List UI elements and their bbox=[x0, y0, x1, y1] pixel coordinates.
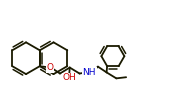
Text: OH: OH bbox=[62, 73, 76, 82]
Text: O: O bbox=[47, 63, 54, 72]
Text: NH: NH bbox=[83, 68, 96, 77]
